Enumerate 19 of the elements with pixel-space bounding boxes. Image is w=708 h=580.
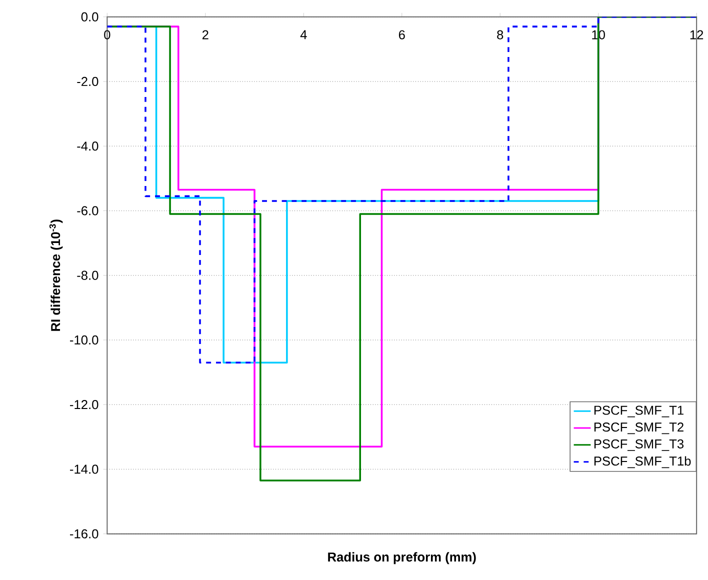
legend-label: PSCF_SMF_T3	[594, 439, 684, 451]
x-tick-label: 6	[398, 30, 405, 40]
y-tick-label: -12.0	[70, 400, 98, 409]
x-tick-label: 4	[300, 30, 307, 39]
y-tick-label: -8.0	[77, 270, 98, 280]
y-tick-label: -2.0	[77, 76, 98, 86]
legend-label: PSCF_SMF_T1b	[594, 456, 691, 468]
y-tick-label: -6.0	[77, 206, 98, 216]
legend-label: PSCF_SMF_T2	[594, 422, 684, 434]
y-tick-label: -10.0	[70, 335, 98, 344]
x-axis-title: Radius on preform (mm)	[328, 552, 476, 564]
y-tick-label: -14.0	[70, 464, 98, 474]
y-tick-label: 0.0	[81, 12, 98, 22]
y-tick-label: -4.0	[77, 141, 98, 150]
legend-label: PSCF_SMF_T1	[594, 405, 684, 418]
x-tick-label: 8	[497, 30, 504, 40]
y-axis-title: RI difference (10$^{-3}$)	[49, 219, 63, 331]
y-tick-label: -16.0	[70, 529, 98, 538]
x-tick-label: 2	[202, 30, 208, 39]
